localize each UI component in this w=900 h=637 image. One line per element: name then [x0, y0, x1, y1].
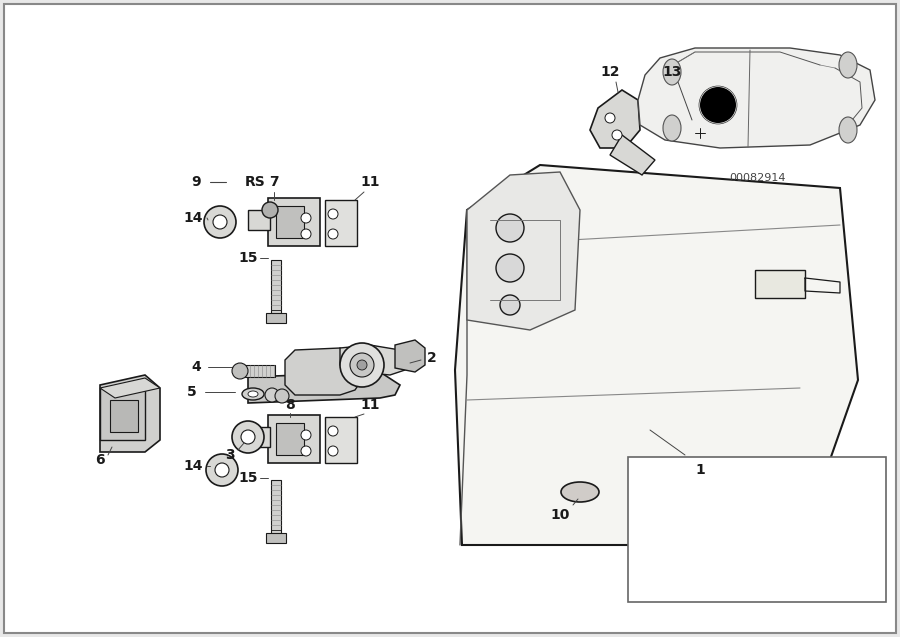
Ellipse shape [839, 52, 857, 78]
Circle shape [215, 463, 229, 477]
Bar [755, 270, 805, 298]
Text: 3: 3 [225, 448, 235, 462]
Circle shape [357, 360, 367, 370]
Text: 11: 11 [360, 398, 380, 412]
Bar [245, 365, 275, 377]
Ellipse shape [561, 482, 599, 502]
Polygon shape [610, 135, 655, 175]
Polygon shape [100, 375, 160, 452]
Text: 15: 15 [238, 471, 257, 485]
Ellipse shape [242, 388, 264, 400]
Circle shape [301, 430, 311, 440]
Circle shape [340, 343, 384, 387]
Bar [248, 427, 270, 447]
Circle shape [496, 254, 524, 282]
Polygon shape [395, 340, 425, 372]
Bar [325, 417, 357, 463]
Text: 15: 15 [238, 251, 257, 265]
Polygon shape [100, 378, 160, 398]
Bar [248, 210, 270, 230]
Circle shape [328, 446, 338, 456]
Text: 6: 6 [95, 453, 104, 467]
Circle shape [328, 426, 338, 436]
Circle shape [693, 126, 707, 140]
Polygon shape [590, 90, 640, 148]
Circle shape [612, 130, 622, 140]
Polygon shape [467, 172, 580, 330]
Text: 2: 2 [428, 351, 436, 365]
Circle shape [500, 295, 520, 315]
Text: 14: 14 [184, 211, 202, 225]
Bar [675, 126, 693, 134]
Text: 13: 13 [662, 65, 681, 79]
Bar [268, 415, 320, 463]
Text: 10: 10 [550, 508, 570, 522]
Circle shape [605, 113, 615, 123]
Bar [276, 206, 304, 238]
Bar [628, 457, 886, 602]
Circle shape [262, 202, 278, 218]
Polygon shape [638, 48, 875, 148]
Bar [325, 200, 357, 246]
Polygon shape [455, 165, 858, 545]
Circle shape [241, 430, 255, 444]
Circle shape [328, 209, 338, 219]
Polygon shape [340, 345, 410, 375]
Ellipse shape [839, 117, 857, 143]
Polygon shape [285, 348, 365, 395]
Circle shape [265, 388, 279, 402]
Text: 14: 14 [184, 459, 202, 473]
Circle shape [301, 213, 311, 223]
Text: 11: 11 [360, 175, 380, 189]
Circle shape [496, 214, 524, 242]
Text: 12: 12 [600, 65, 620, 79]
Bar [266, 533, 286, 543]
Bar [100, 388, 145, 440]
Text: 4: 4 [191, 360, 201, 374]
Circle shape [275, 389, 289, 403]
Bar [268, 198, 320, 246]
Circle shape [232, 363, 248, 379]
Circle shape [700, 87, 736, 123]
Bar [110, 400, 138, 432]
Text: 7: 7 [269, 175, 279, 189]
Circle shape [232, 421, 264, 453]
Text: 8: 8 [285, 398, 295, 412]
Bar [271, 480, 281, 535]
Text: 1: 1 [695, 463, 705, 477]
Circle shape [301, 229, 311, 239]
Circle shape [213, 215, 227, 229]
Ellipse shape [663, 59, 681, 85]
Text: 00082914: 00082914 [729, 173, 785, 183]
Polygon shape [248, 372, 400, 403]
Text: 5: 5 [187, 385, 197, 399]
Ellipse shape [663, 115, 681, 141]
Circle shape [204, 206, 236, 238]
Circle shape [301, 446, 311, 456]
Text: RS: RS [245, 175, 266, 189]
Bar [276, 423, 304, 455]
Bar [271, 260, 281, 315]
Bar [266, 313, 286, 323]
Circle shape [350, 353, 374, 377]
Text: 9: 9 [191, 175, 201, 189]
Ellipse shape [248, 391, 258, 397]
Circle shape [206, 454, 238, 486]
Circle shape [328, 229, 338, 239]
